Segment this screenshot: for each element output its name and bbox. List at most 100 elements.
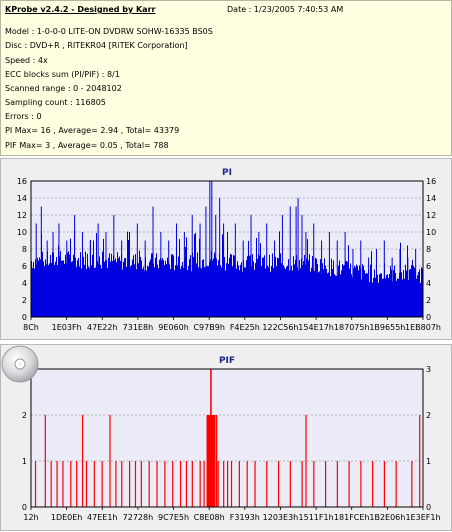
pi-bar xyxy=(181,266,182,317)
pi-bar xyxy=(398,278,399,317)
x-tick-label: 181FCEh xyxy=(334,513,370,522)
pi-bar xyxy=(348,245,349,317)
pi-bar xyxy=(108,257,109,317)
pi-bar xyxy=(180,268,181,317)
pi-peak-bar xyxy=(336,240,338,317)
pi-bar xyxy=(126,266,127,317)
pif-bar xyxy=(360,461,362,507)
x-tick-label: 154E17h xyxy=(298,323,334,332)
pi-bar xyxy=(322,263,323,317)
pi-bar xyxy=(46,264,47,317)
pi-bar xyxy=(118,258,119,317)
pi-bar xyxy=(142,268,143,317)
pi-bar xyxy=(300,268,301,317)
pi-bar xyxy=(187,270,188,317)
pi-peak-bar xyxy=(35,223,37,317)
pi-bar xyxy=(59,256,60,317)
pi-bar xyxy=(381,273,382,317)
pi-bar xyxy=(331,258,332,317)
pi-peak-bar xyxy=(266,223,268,317)
pi-peak-bar xyxy=(383,240,385,317)
pi-bar xyxy=(420,283,421,317)
pi-bar xyxy=(241,262,242,317)
pi-bar xyxy=(169,264,170,317)
pi-bar xyxy=(284,267,285,317)
pi-bar xyxy=(259,255,260,317)
pi-bar xyxy=(377,274,378,317)
pi-bar xyxy=(240,264,241,317)
pi-bar xyxy=(94,267,95,317)
pi-bar xyxy=(356,264,357,317)
pi-bar xyxy=(92,254,93,317)
x-tick-label: 187075h xyxy=(334,323,370,332)
pi-bar xyxy=(178,256,179,317)
pi-bar xyxy=(149,261,150,317)
pi-peak-bar xyxy=(191,215,193,317)
pi-bar xyxy=(404,278,405,317)
pi-bar xyxy=(130,266,131,317)
pif-bar xyxy=(254,461,256,507)
pi-bar xyxy=(182,262,183,317)
pi-bar xyxy=(185,247,186,317)
pi-bar xyxy=(107,267,108,317)
pi-peak-bar xyxy=(121,240,123,317)
pi-bar xyxy=(45,259,46,317)
pi-bar xyxy=(204,267,205,317)
pi-bar xyxy=(106,260,107,317)
pi-bar xyxy=(273,268,274,317)
pi-peak-bar xyxy=(328,232,330,317)
pi-bar xyxy=(238,265,239,317)
pi-bar xyxy=(257,258,258,317)
info-range: Scanned range : 0 - 2048102 xyxy=(5,84,122,93)
pi-bar xyxy=(353,268,354,317)
y-tick-label-left: 14 xyxy=(17,194,27,203)
pi-bar xyxy=(294,264,295,317)
y-tick-label-right: 8 xyxy=(426,245,431,254)
pi-bar xyxy=(138,263,139,317)
y-tick-label-right: 10 xyxy=(426,228,436,237)
pi-bar xyxy=(179,239,180,317)
cd-disc-icon xyxy=(1,345,39,383)
pi-bar xyxy=(413,265,414,317)
pi-peak-bar xyxy=(136,223,138,317)
x-tick-label: 47EE1h xyxy=(87,513,117,522)
y-tick-label-left: 4 xyxy=(22,279,27,288)
info-sampling: Sampling count : 116805 xyxy=(5,98,106,107)
pi-bar xyxy=(111,253,112,317)
pi-bar xyxy=(97,261,98,317)
pi-bar xyxy=(87,253,88,317)
pi-bar xyxy=(237,261,238,317)
pi-bar xyxy=(265,268,266,317)
pi-chart-panel: PI 0 0 2 2 4 4 6 6 8 8 10 10 12 12 14 14 16 16 8Ch 1E03Fh 47E… xyxy=(0,158,452,340)
pi-bar xyxy=(193,256,194,317)
x-tick-label: 1DE0Eh xyxy=(51,513,83,522)
pi-bar xyxy=(68,251,69,317)
pi-bar xyxy=(154,267,155,317)
info-model: Model : 1-0-0-0 LITE-ON DVDRW SOHW-16335… xyxy=(5,27,213,36)
pi-bar xyxy=(250,255,251,317)
pi-bar xyxy=(152,253,153,317)
pi-bar xyxy=(75,257,76,317)
pi-bar xyxy=(333,260,334,317)
pif-bar xyxy=(101,461,103,507)
pi-bar xyxy=(396,280,397,317)
pi-bar xyxy=(281,263,282,317)
pi-bar xyxy=(390,265,391,317)
pi-peak-bar xyxy=(352,249,354,317)
pi-bar xyxy=(232,266,233,317)
pi-bar xyxy=(347,261,348,317)
pi-peak-bar xyxy=(81,232,83,317)
pi-bar xyxy=(135,254,136,317)
pi-bar xyxy=(33,261,34,317)
y-tick-label-right: 4 xyxy=(426,279,431,288)
pi-peak-bar xyxy=(407,257,409,317)
pif-chart: PIF0011223312h1DE0Eh47EE1h72728h9C7E5hC8… xyxy=(22,356,441,522)
pi-peak-bar xyxy=(297,198,299,317)
pi-bar xyxy=(364,270,365,317)
pi-bar xyxy=(354,265,355,317)
pif-bar xyxy=(289,461,291,507)
pi-bar xyxy=(214,252,215,317)
pi-bar xyxy=(212,260,213,317)
pi-bar xyxy=(189,259,190,317)
y-tick-label-right: 6 xyxy=(426,262,431,271)
